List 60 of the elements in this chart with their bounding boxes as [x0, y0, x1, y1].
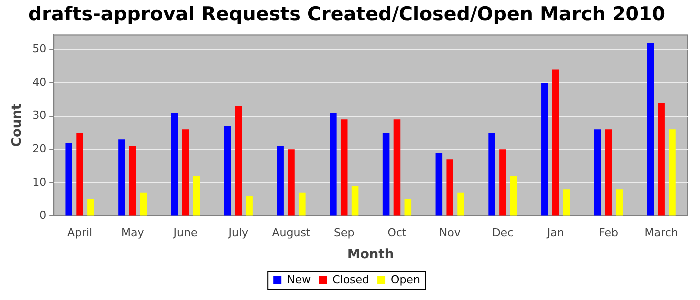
y-tick-label: 50	[32, 42, 47, 56]
legend-label: Closed	[332, 273, 370, 286]
y-tick-label: 10	[32, 176, 47, 189]
bar	[140, 192, 148, 216]
bar	[299, 192, 306, 216]
bar	[446, 160, 454, 216]
bar	[130, 146, 136, 216]
bar	[669, 130, 676, 216]
bar	[66, 142, 72, 216]
chart-title: drafts-approval Requests Created/Closed/Open March 2010	[28, 3, 666, 26]
x-tick-label: Nov	[439, 226, 462, 240]
bar	[76, 132, 84, 216]
bar	[605, 130, 612, 216]
bar	[340, 120, 348, 216]
bar	[404, 200, 412, 216]
bar	[658, 103, 665, 216]
bar	[552, 70, 560, 216]
bar	[235, 106, 242, 216]
bar	[382, 132, 390, 216]
y-axis-title: Count	[10, 104, 26, 148]
bar	[246, 196, 253, 216]
y-tick-label: 0	[40, 209, 47, 222]
x-tick-label: March	[644, 226, 678, 240]
y-tick-label: 40	[32, 76, 47, 89]
bar	[182, 130, 190, 216]
bar	[288, 150, 295, 216]
bar	[330, 113, 337, 216]
y-tick-label: 30	[32, 109, 47, 122]
bar	[458, 192, 464, 216]
bar	[193, 176, 200, 216]
bar	[352, 186, 359, 216]
bar	[647, 43, 654, 216]
x-tick-label: August	[272, 226, 312, 240]
bar	[436, 152, 443, 216]
x-tick-label: April	[67, 226, 93, 240]
bar	[563, 190, 570, 216]
legend-label: Open	[391, 273, 420, 286]
bar	[594, 130, 602, 216]
x-tick-label: Oct	[388, 226, 408, 240]
x-axis-title: Month	[348, 248, 394, 263]
bar	[542, 83, 548, 216]
x-tick-label: May	[122, 226, 145, 240]
bar	[277, 146, 284, 216]
bar	[510, 176, 518, 216]
bar	[394, 120, 401, 216]
bar	[616, 190, 624, 216]
x-tick-label: June	[172, 226, 198, 240]
x-tick-label: Sep	[334, 226, 355, 240]
y-tick-label: 20	[32, 142, 47, 156]
bar	[488, 132, 496, 216]
x-tick-label: Jan	[546, 226, 564, 240]
x-tick-label: Dec	[492, 226, 514, 240]
x-tick-label: July	[228, 226, 250, 240]
bar	[118, 140, 126, 216]
x-tick-label: Feb	[598, 226, 618, 240]
bar	[500, 150, 506, 216]
bar	[88, 200, 94, 216]
bar	[224, 126, 232, 216]
legend-label: New	[287, 273, 312, 286]
bar	[171, 113, 178, 216]
